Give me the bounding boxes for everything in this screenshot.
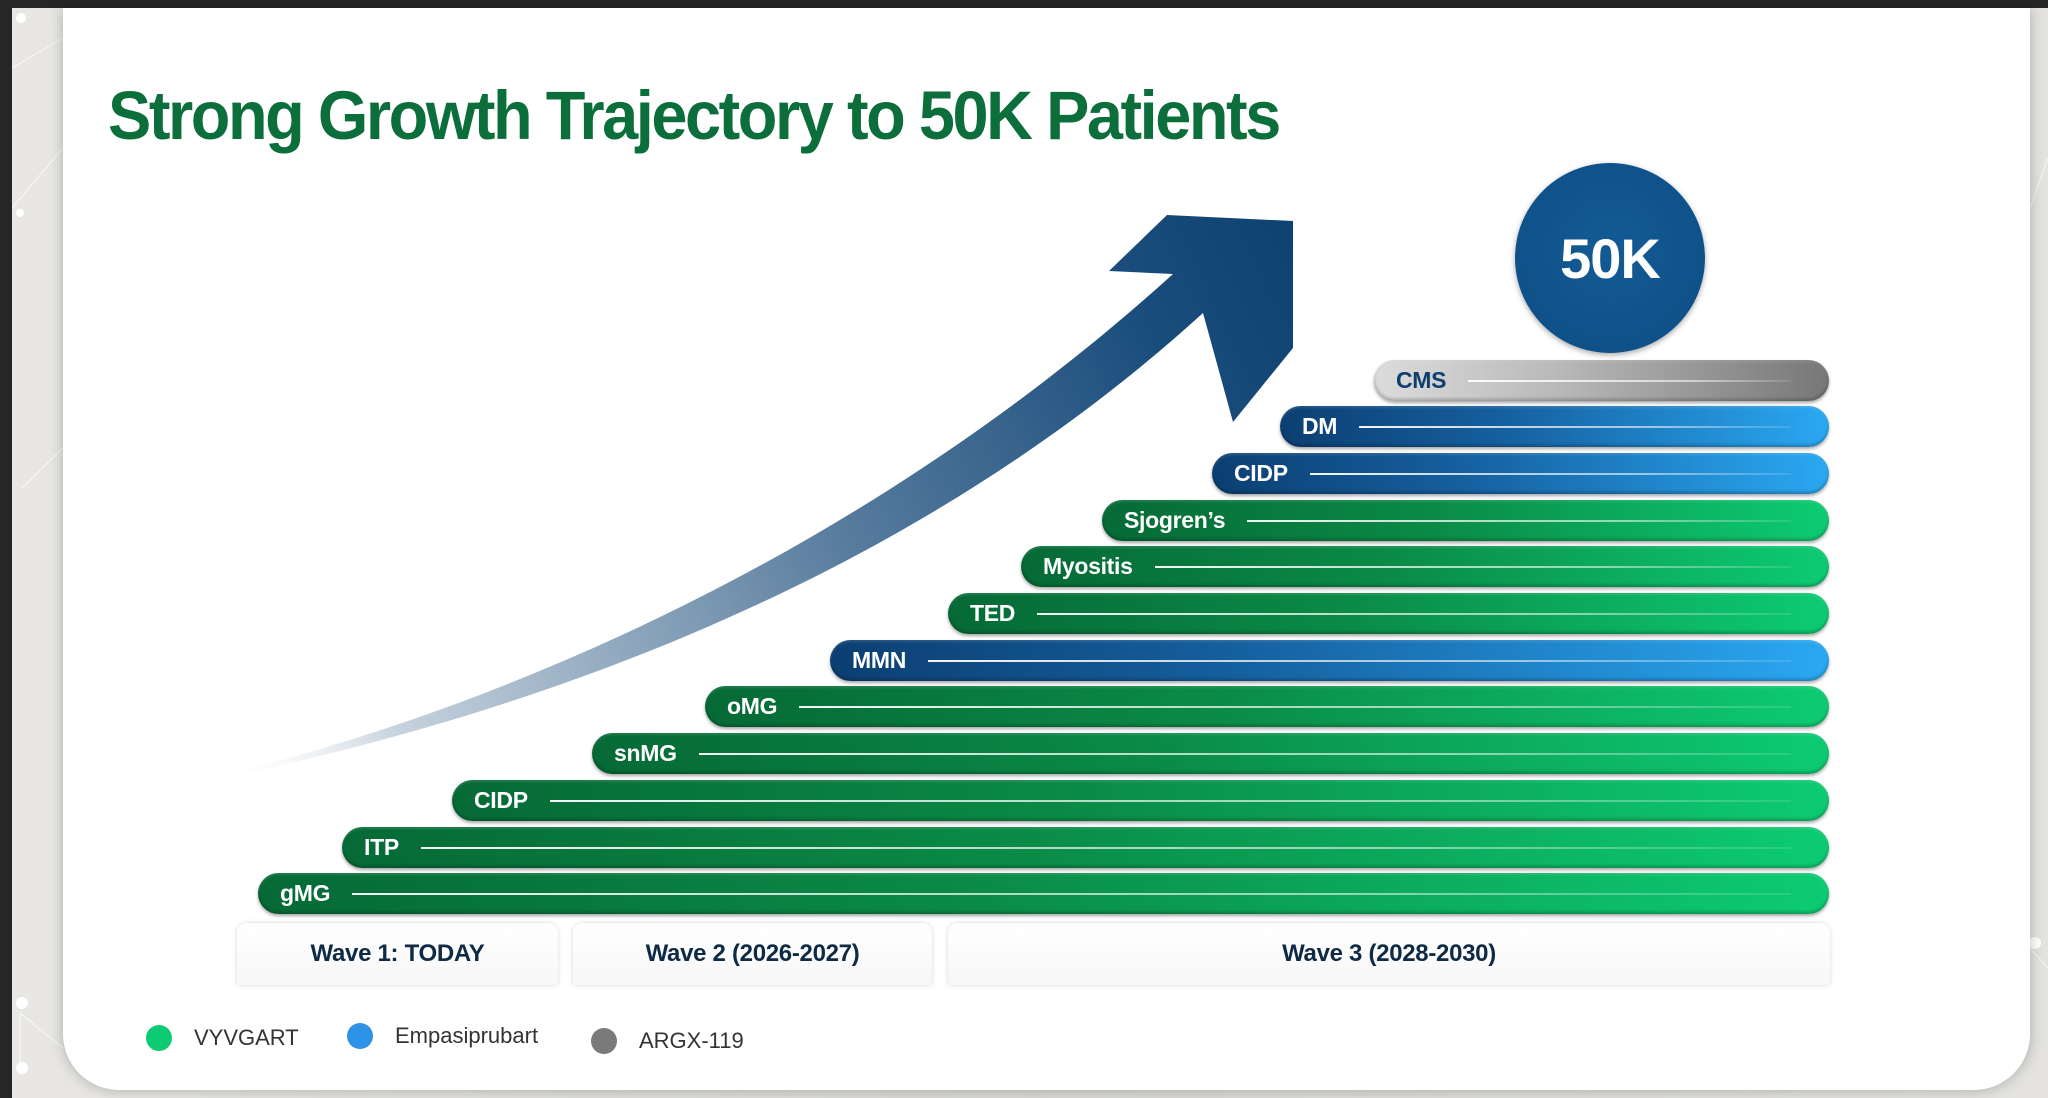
growth-arrow-icon — [213, 215, 1293, 780]
bar-highlight-line — [1037, 612, 1791, 615]
indication-bar: TED — [948, 593, 1829, 634]
indication-bar: MMN — [830, 640, 1829, 681]
wave-3-label: Wave 3 (2028-2030) — [948, 923, 1830, 985]
indication-label: gMG — [280, 880, 331, 906]
indication-label: MMN — [852, 647, 907, 673]
bar-highlight-line — [799, 705, 1791, 708]
bar-highlight-line — [1359, 425, 1791, 428]
slide-title: Strong Growth Trajectory to 50K Patients — [108, 77, 1281, 154]
legend-item-vyvgart: VYVGART — [146, 1025, 299, 1051]
legend-item-empasiprubart: Empasiprubart — [347, 1023, 538, 1049]
indication-label: Sjogren’s — [1124, 507, 1226, 533]
legend-label: VYVGART — [194, 1025, 299, 1050]
indication-bar: gMG — [258, 873, 1829, 914]
indication-bar: Myositis — [1021, 546, 1829, 587]
legend-dot-icon — [591, 1028, 617, 1054]
indication-label: CIDP — [474, 787, 528, 813]
patient-target-badge: 50K — [1515, 163, 1705, 353]
legend-label: Empasiprubart — [395, 1023, 539, 1048]
indication-label: CMS — [1396, 367, 1447, 393]
network-pattern-decoration — [12, 13, 2048, 1074]
badge-value: 50K — [1560, 226, 1661, 290]
indication-label: snMG — [614, 740, 677, 766]
indication-label: oMG — [727, 693, 778, 719]
wave-3-text: Wave 3 (2028-2030) — [1282, 940, 1496, 967]
indication-bar: Sjogren’s — [1102, 500, 1829, 541]
bar-highlight-line — [1309, 472, 1791, 475]
indication-bar: CMS — [1374, 360, 1829, 401]
bar-highlight-line — [928, 659, 1791, 662]
bar-highlight-line — [1247, 519, 1791, 522]
indication-bar: oMG — [705, 686, 1829, 727]
legend-dot-icon — [146, 1025, 172, 1051]
bar-highlight-line — [352, 892, 1791, 895]
indication-label: CIDP — [1234, 460, 1288, 486]
indication-label: DM — [1302, 413, 1338, 439]
wave-2-label: Wave 2 (2026-2027) — [573, 923, 932, 985]
legend-item-argx-119: ARGX-119 — [591, 1028, 744, 1054]
indication-label: ITP — [364, 834, 399, 860]
legend-label: ARGX-119 — [639, 1028, 744, 1053]
bar-highlight-line — [698, 752, 1791, 755]
indication-bar: ITP — [342, 827, 1829, 868]
wave-2-text: Wave 2 (2026-2027) — [645, 940, 860, 967]
wave-1-label: Wave 1: TODAY — [237, 923, 558, 985]
indication-bar: CIDP — [1212, 453, 1829, 494]
indication-label: TED — [970, 600, 1016, 626]
bar-highlight-line — [1468, 379, 1791, 382]
indication-label: Myositis — [1043, 553, 1133, 579]
slide-card: Strong Growth Trajectory to 50K Patients… — [63, 8, 2030, 1090]
indication-bar: snMG — [592, 733, 1829, 774]
arrow-body — [213, 215, 1293, 780]
indication-bar: DM — [1280, 406, 1829, 447]
bar-highlight-line — [1154, 565, 1791, 568]
legend-dot-icon — [347, 1023, 373, 1049]
bar-highlight-line — [549, 799, 1791, 802]
bar-highlight-line — [420, 846, 1791, 849]
indication-bar: CIDP — [452, 780, 1829, 821]
wave-1-text: Wave 1: TODAY — [310, 940, 485, 967]
